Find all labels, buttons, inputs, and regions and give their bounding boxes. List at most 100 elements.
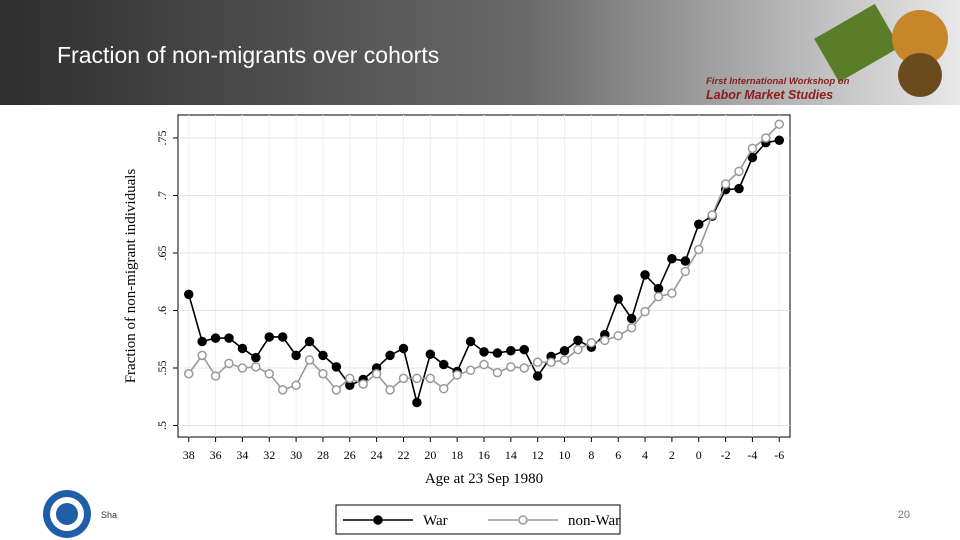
point — [559, 346, 570, 356]
x-tick-label: 14 — [505, 448, 517, 462]
point — [398, 373, 409, 384]
point — [251, 362, 261, 372]
point — [237, 363, 248, 373]
point — [398, 343, 409, 354]
point — [653, 283, 664, 294]
y-tick-label: .7 — [155, 191, 169, 200]
point — [506, 346, 516, 356]
point — [210, 371, 221, 381]
point — [197, 336, 207, 347]
point — [304, 336, 315, 347]
point — [573, 344, 583, 355]
y-tick-label: .5 — [155, 421, 169, 430]
point — [653, 291, 664, 302]
point — [345, 373, 355, 384]
point — [626, 313, 637, 324]
x-tick-label: 32 — [263, 448, 275, 462]
point — [667, 288, 677, 298]
point — [532, 371, 543, 381]
slide-title: Fraction of non-migrants over cohorts — [57, 42, 439, 68]
point — [546, 357, 556, 367]
point — [425, 373, 436, 384]
x-tick-label: 24 — [371, 448, 383, 462]
point — [586, 337, 597, 348]
point — [774, 135, 785, 146]
point — [640, 306, 650, 317]
point — [667, 254, 677, 264]
point — [680, 256, 691, 266]
x-tick-label: 12 — [532, 448, 544, 462]
point — [277, 385, 288, 395]
point — [640, 270, 650, 280]
footer-text: Sha — [101, 510, 117, 520]
x-tick-label: 16 — [478, 448, 490, 462]
point — [761, 133, 771, 143]
x-tick-label: 26 — [344, 448, 356, 462]
point — [318, 369, 328, 379]
x-tick-label: -2 — [721, 448, 731, 462]
x-tick-label: 28 — [317, 448, 329, 462]
x-tick-label: 2 — [669, 448, 675, 462]
x-tick-label: 22 — [397, 448, 409, 462]
point — [492, 367, 503, 378]
point — [693, 219, 704, 229]
point — [613, 294, 623, 304]
point — [506, 362, 516, 372]
point — [237, 343, 248, 354]
legend-marker — [518, 515, 528, 525]
point — [693, 244, 704, 255]
point — [747, 152, 758, 163]
x-tick-label: 0 — [696, 448, 702, 462]
y-axis-label: Fraction of non-migrant individuals — [123, 169, 139, 384]
header-band — [0, 0, 960, 105]
university-logo — [43, 490, 91, 538]
point — [183, 369, 194, 379]
x-tick-label: 20 — [424, 448, 436, 462]
point — [452, 370, 462, 380]
workshop-line: First International Workshop on — [706, 76, 850, 87]
point — [318, 350, 328, 361]
point — [264, 332, 275, 342]
x-tick-label: 30 — [290, 448, 302, 462]
point — [492, 348, 503, 358]
point — [479, 347, 489, 357]
point — [264, 369, 275, 379]
point — [371, 369, 382, 379]
y-tick-label: .75 — [155, 131, 169, 146]
point — [277, 332, 288, 342]
point — [385, 385, 395, 395]
x-tick-label: -6 — [774, 448, 784, 462]
legend-label: non-War — [568, 513, 620, 529]
point — [224, 358, 234, 369]
point — [613, 331, 623, 341]
point — [412, 373, 422, 384]
legend-marker — [373, 515, 383, 525]
point — [438, 383, 449, 394]
y-tick-label: .55 — [155, 361, 169, 376]
point — [479, 359, 489, 370]
point — [291, 380, 301, 390]
point — [465, 336, 476, 347]
y-tick-label: .6 — [155, 306, 169, 315]
x-tick-label: 34 — [236, 448, 248, 462]
point — [707, 210, 717, 220]
point — [734, 183, 744, 194]
point — [385, 350, 395, 361]
point — [224, 333, 234, 343]
point — [251, 352, 261, 363]
point — [425, 349, 436, 359]
point — [197, 350, 207, 361]
x-tick-label: 4 — [642, 448, 648, 462]
point — [720, 179, 731, 189]
point — [532, 357, 543, 367]
point — [559, 355, 570, 365]
workshop-line: Labor Market Studies — [706, 88, 833, 102]
point — [331, 362, 342, 372]
point — [747, 143, 758, 154]
x-tick-label: 18 — [451, 448, 463, 462]
x-tick-label: 36 — [210, 448, 222, 462]
point — [183, 289, 194, 300]
point — [774, 119, 785, 129]
